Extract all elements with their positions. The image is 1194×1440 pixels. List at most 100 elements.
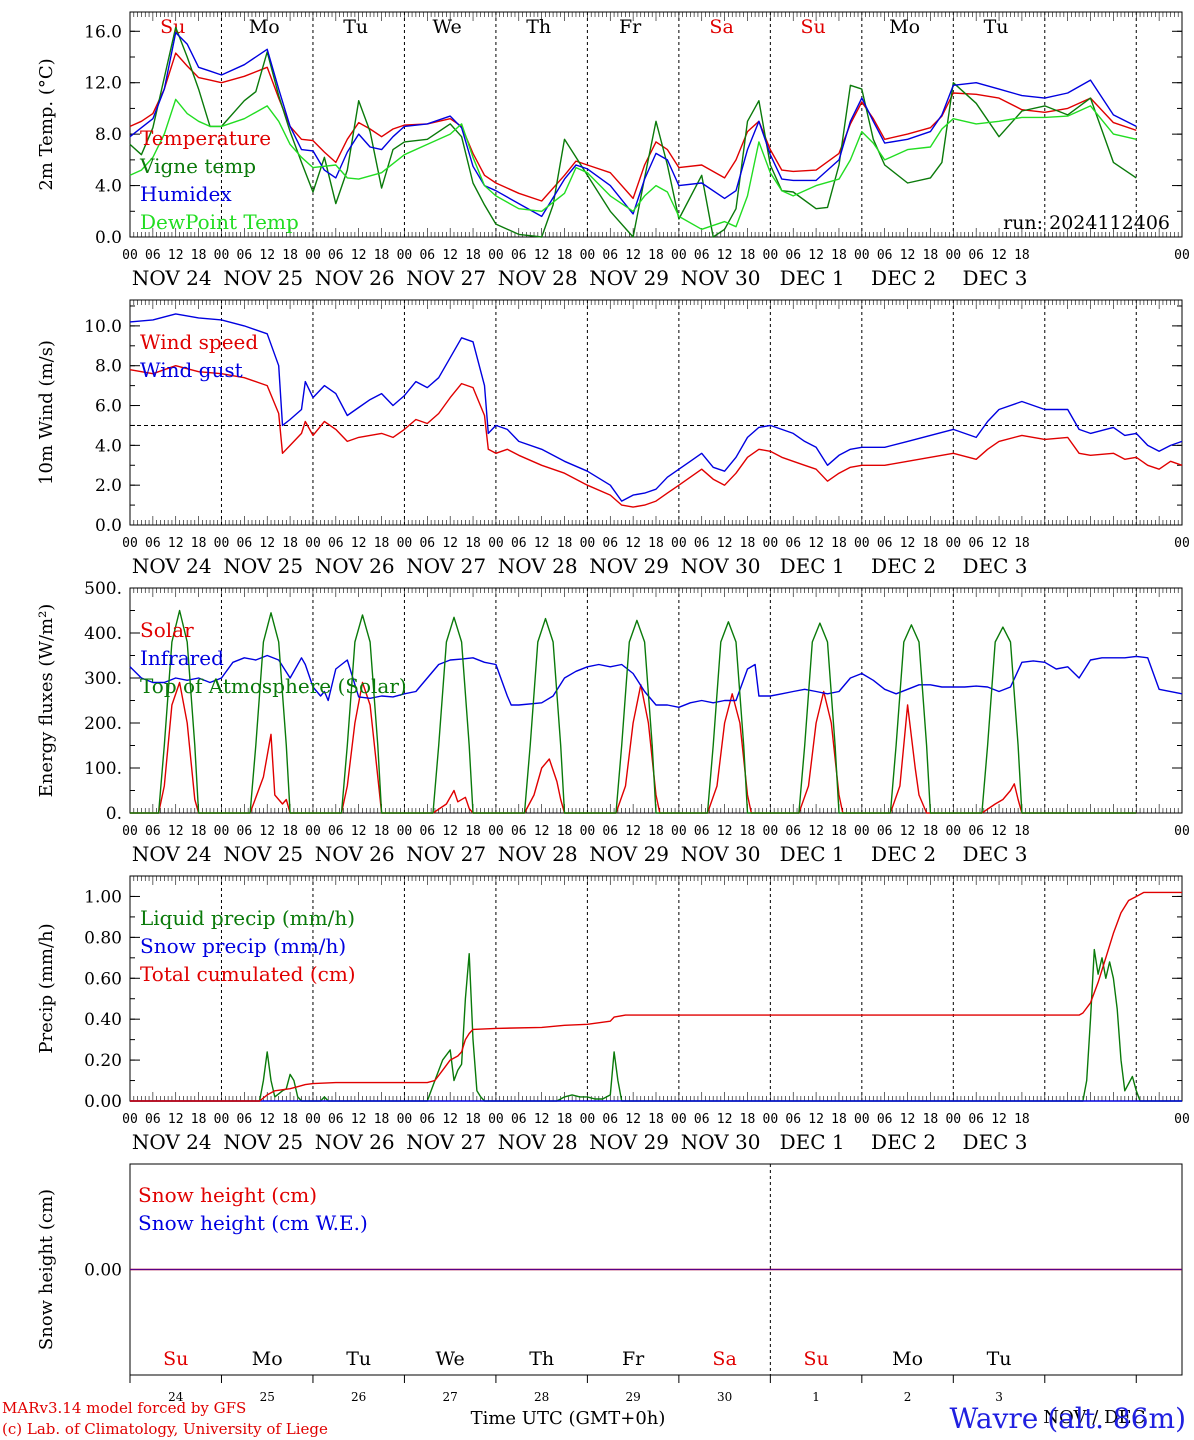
hour-tick-label: 06 <box>968 1112 984 1127</box>
hour-tick-label: 18 <box>465 536 481 551</box>
hour-tick-label: 06 <box>602 824 618 839</box>
weekday-label: Su <box>163 1348 188 1370</box>
hour-tick-label: 12 <box>168 536 184 551</box>
hour-tick-label: 12 <box>717 536 733 551</box>
hour-tick-label: 00 <box>214 248 230 263</box>
hour-tick-label: 00 <box>763 824 779 839</box>
y-tick-label: 2.0 <box>95 476 122 496</box>
energy-series-line <box>129 654 1183 708</box>
hour-tick-label: 06 <box>694 536 710 551</box>
hour-tick-label: 00 <box>397 536 413 551</box>
hour-tick-label: 18 <box>1014 1112 1030 1127</box>
hour-tick-label: 00 <box>397 824 413 839</box>
hour-tick-label: 00 <box>854 824 870 839</box>
date-label: NOV 25 <box>223 1130 303 1154</box>
y-tick-label: 0.00 <box>84 1261 122 1281</box>
date-label: DEC 3 <box>963 842 1028 866</box>
legend-entry: Snow height (cm) <box>138 1183 317 1207</box>
weekday-label: Su <box>800 16 825 38</box>
hour-tick-label: 00 <box>122 1112 138 1127</box>
hour-tick-label: 12 <box>351 824 367 839</box>
hour-tick-label: 12 <box>351 248 367 263</box>
hour-tick-label: 12 <box>259 824 275 839</box>
hour-tick-label: 12 <box>717 824 733 839</box>
hour-tick-label: 18 <box>923 1112 939 1127</box>
weekday-label: Su <box>160 16 185 38</box>
wind-series-line <box>129 365 1183 508</box>
hour-tick-label: 18 <box>557 1112 573 1127</box>
date-label: DEC 3 <box>963 554 1028 578</box>
y-tick-label: 6.0 <box>95 397 122 417</box>
hour-tick-label: 12 <box>717 1112 733 1127</box>
hour-tick-label: 12 <box>991 824 1007 839</box>
date-label: NOV 27 <box>406 266 486 290</box>
hour-tick-label: 06 <box>511 1112 527 1127</box>
hour-tick-label: 00 <box>945 1112 961 1127</box>
y-tick-label: 0.0 <box>95 228 122 248</box>
hour-tick-label: 00 <box>1174 248 1190 263</box>
hour-tick-label: 12 <box>259 536 275 551</box>
hour-tick-label: 06 <box>602 536 618 551</box>
hour-tick-label: 18 <box>1014 536 1030 551</box>
y-tick-label: 8.0 <box>95 357 122 377</box>
hour-tick-label: 18 <box>465 824 481 839</box>
hour-tick-label: 00 <box>305 248 321 263</box>
hour-tick-label: 12 <box>991 248 1007 263</box>
weekday-label: Sa <box>712 1348 736 1370</box>
hour-tick-label: 00 <box>854 248 870 263</box>
hour-tick-label: 00 <box>488 824 504 839</box>
hour-tick-label: 18 <box>648 1112 664 1127</box>
weekday-label: We <box>433 16 462 38</box>
overlap-date-text: NOV / DEC <box>1043 1407 1145 1428</box>
hour-tick-label: 06 <box>145 1112 161 1127</box>
hour-tick-label: 18 <box>831 824 847 839</box>
date-label: NOV 26 <box>315 842 395 866</box>
hour-tick-label: 00 <box>580 824 596 839</box>
hour-tick-label: 12 <box>351 536 367 551</box>
weekday-label: Mo <box>889 16 920 38</box>
precip-y-axis-label: Precip (mm/h) <box>36 923 57 1053</box>
hour-tick-label: 06 <box>237 824 253 839</box>
hour-tick-label: 18 <box>557 536 573 551</box>
date-label: DEC 2 <box>871 1130 936 1154</box>
panel-temperature: 0.0 4.0 8.0 12.0 16.0 2m Temp. (°C) 00 06 12 18 NO… <box>36 11 1190 290</box>
legend-entry: Snow height (cm W.E.) <box>138 1211 368 1235</box>
hour-tick-label: 18 <box>648 248 664 263</box>
weekday-label: We <box>436 1348 465 1370</box>
hour-tick-label: 00 <box>580 536 596 551</box>
hour-tick-label: 00 <box>488 248 504 263</box>
hour-tick-label: 06 <box>419 536 435 551</box>
date-label: NOV 28 <box>498 554 578 578</box>
hour-tick-label: 00 <box>122 248 138 263</box>
hour-tick-label: 12 <box>625 536 641 551</box>
y-tick-label: 16.0 <box>84 22 122 42</box>
hour-tick-label: 12 <box>808 824 824 839</box>
date-label: NOV 30 <box>681 554 761 578</box>
hour-tick-label: 00 <box>305 536 321 551</box>
hour-tick-label: 12 <box>168 1112 184 1127</box>
weekday-label: Th <box>526 16 551 38</box>
hour-tick-label: 00 <box>1174 536 1190 551</box>
date-label: DEC 3 <box>963 1130 1028 1154</box>
day-number-label: 30 <box>717 1390 732 1404</box>
hour-tick-label: 06 <box>419 248 435 263</box>
precip-series-line <box>130 891 1182 1102</box>
hour-tick-label: 18 <box>374 248 390 263</box>
day-number-label: 3 <box>995 1390 1003 1404</box>
hour-tick-label: 00 <box>945 248 961 263</box>
hour-tick-label: 12 <box>808 248 824 263</box>
legend-entry: Humidex <box>140 182 232 206</box>
y-tick-label: 1.00 <box>84 887 122 907</box>
date-label: NOV 27 <box>406 554 486 578</box>
hour-tick-label: 06 <box>785 248 801 263</box>
hour-tick-label: 12 <box>900 536 916 551</box>
temperature-series-line <box>129 26 1137 238</box>
hour-tick-label: 12 <box>442 1112 458 1127</box>
date-label: DEC 1 <box>780 1130 845 1154</box>
hour-tick-label: 18 <box>740 1112 756 1127</box>
hour-tick-label: 12 <box>442 536 458 551</box>
hour-tick-label: 12 <box>259 1112 275 1127</box>
legend-entry: Temperature <box>140 126 271 150</box>
date-label: NOV 28 <box>498 1130 578 1154</box>
